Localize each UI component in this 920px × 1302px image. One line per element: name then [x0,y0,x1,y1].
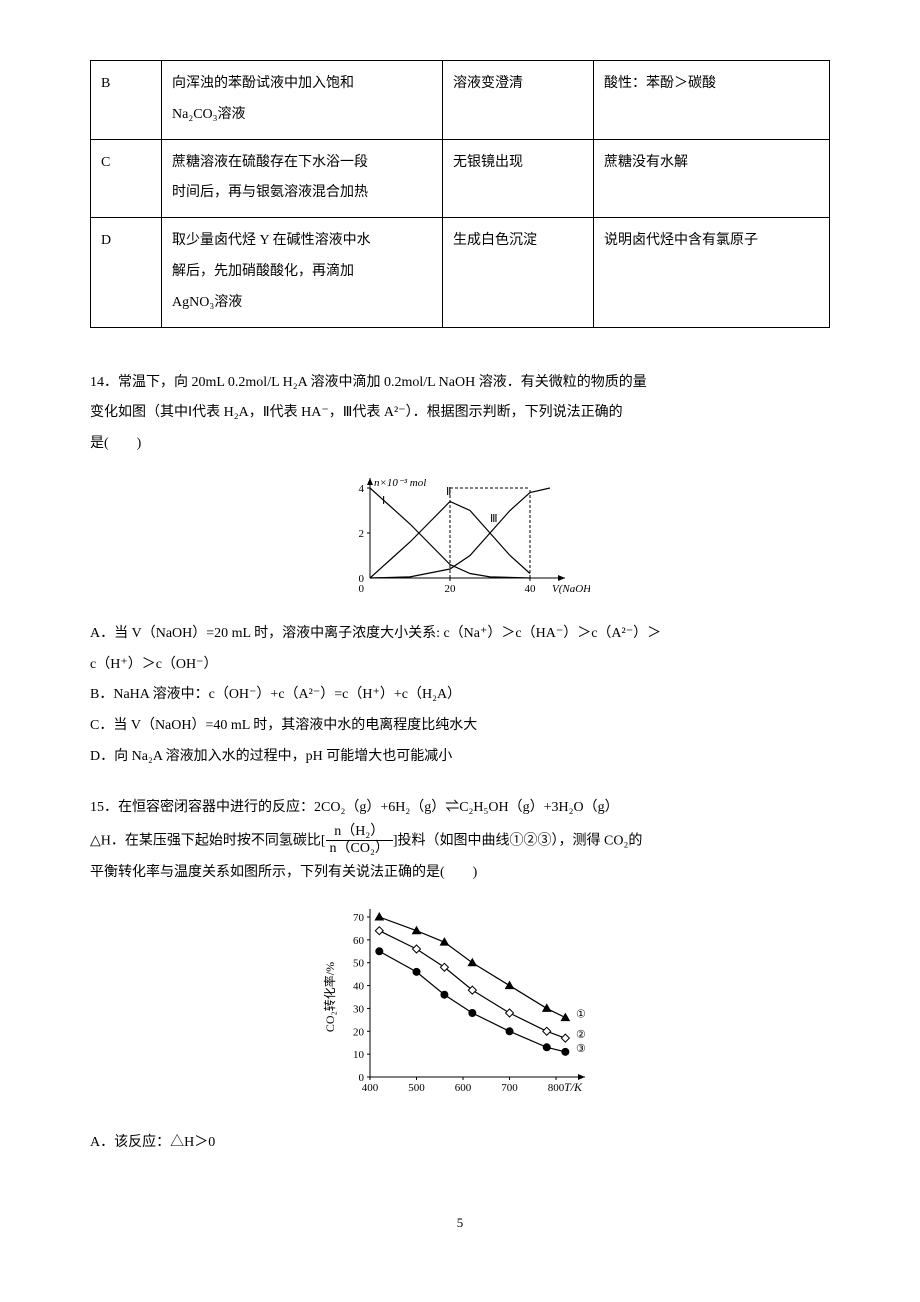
svg-text:10: 10 [353,1049,365,1061]
row-conclusion: 说明卤代烃中含有氯原子 [594,218,830,327]
svg-text:30: 30 [353,1003,365,1015]
svg-text:n×10⁻³ mol: n×10⁻³ mol [374,477,426,489]
row-operation: 向浑浊的苯酚试液中加入饱和 Na₂CO₃溶液 [162,61,443,140]
q15-chart-svg: 010203040506070400500600700800CO₂转化率/%T/… [310,897,610,1107]
q14-chart: 02402040ⅠⅡⅢn×10⁻³ molV(NaOH) [90,468,830,611]
question-14: 14．常温下，向 20mL 0.2mol/L H₂A 溶液中滴加 0.2mol/… [90,368,830,773]
q14-stem-line: 14．常温下，向 20mL 0.2mol/L H₂A 溶液中滴加 0.2mol/… [90,368,830,399]
svg-text:T/K: T/K [564,1080,583,1094]
q15-stem-post: ]投料（如图中曲线①②③），测得 CO₂的 [393,833,643,848]
q14-option-c: C．当 V（NaOH）=40 mL 时，其溶液中水的电离程度比纯水大 [90,711,830,742]
page-number: 5 [90,1209,830,1238]
row-label: C [91,139,162,218]
row-conclusion: 酸性：苯酚＞碳酸 [594,61,830,140]
svg-text:V(NaOH): V(NaOH) [552,583,590,595]
svg-text:60: 60 [353,935,365,947]
fraction-numerator: n（H₂） [326,824,393,842]
svg-text:20: 20 [445,583,457,595]
svg-text:40: 40 [525,583,537,595]
svg-text:①: ① [576,1009,586,1021]
svg-text:700: 700 [501,1082,518,1094]
svg-text:2: 2 [359,528,365,540]
q14-option-d: D．向 Na₂A 溶液加入水的过程中，pH 可能增大也可能减小 [90,742,830,773]
svg-text:Ⅱ: Ⅱ [446,486,451,498]
table-row: D 取少量卤代烃 Y 在碱性溶液中水 解后，先加硝酸酸化，再滴加 AgNO₃溶液… [91,218,830,327]
q15-option-a: A．该反应：△H＞0 [90,1128,830,1159]
svg-text:50: 50 [353,958,365,970]
row-operation: 取少量卤代烃 Y 在碱性溶液中水 解后，先加硝酸酸化，再滴加 AgNO₃溶液 [162,218,443,327]
svg-text:4: 4 [359,483,365,495]
svg-text:70: 70 [353,912,365,924]
q14-stem-line: 变化如图（其中Ⅰ代表 H₂A，Ⅱ代表 HA⁻，Ⅲ代表 A²⁻）．根据图示判断，下… [90,398,830,429]
row-phenomenon: 无银镜出现 [443,139,594,218]
q15-stem-pre: △H．在某压强下起始时按不同氢碳比[ [90,833,326,848]
row-conclusion: 蔗糖没有水解 [594,139,830,218]
q14-option-a: A．当 V（NaOH）=20 mL 时，溶液中离子浓度大小关系: c（Na⁺）＞… [90,619,830,650]
svg-text:CO₂转化率/%: CO₂转化率/% [322,962,337,1032]
svg-text:500: 500 [408,1082,425,1094]
svg-text:②: ② [576,1029,586,1041]
q15-chart: 010203040506070400500600700800CO₂转化率/%T/… [90,897,830,1120]
q14-option-a2: c（H⁺）＞c（OH⁻） [90,650,830,681]
q15-stem-line: △H．在某压强下起始时按不同氢碳比[n（H₂）n（CO₂）]投料（如图中曲线①②… [90,824,830,859]
row-label: D [91,218,162,327]
svg-text:600: 600 [455,1082,472,1094]
row-operation: 蔗糖溶液在硫酸存在下水浴一段 时间后，再与银氨溶液混合加热 [162,139,443,218]
fraction: n（H₂）n（CO₂） [326,824,393,859]
row-phenomenon: 生成白色沉淀 [443,218,594,327]
q15-stem-line: 15．在恒容密闭容器中进行的反应：2CO₂（g）+6H₂（g）⇌C₂H₅OH（g… [90,793,830,824]
svg-text:Ⅰ: Ⅰ [382,495,385,507]
q14-chart-svg: 02402040ⅠⅡⅢn×10⁻³ molV(NaOH) [330,468,590,598]
row-phenomenon: 溶液变澄清 [443,61,594,140]
table-row: B 向浑浊的苯酚试液中加入饱和 Na₂CO₃溶液 溶液变澄清 酸性：苯酚＞碳酸 [91,61,830,140]
row-label: B [91,61,162,140]
svg-text:400: 400 [362,1082,379,1094]
table-row: C 蔗糖溶液在硫酸存在下水浴一段 时间后，再与银氨溶液混合加热 无银镜出现 蔗糖… [91,139,830,218]
q14-stem-line: 是( ) [90,429,830,460]
svg-text:800: 800 [548,1082,565,1094]
svg-text:③: ③ [576,1043,586,1055]
fraction-denominator: n（CO₂） [326,841,393,858]
svg-text:20: 20 [353,1026,365,1038]
q15-stem-line: 平衡转化率与温度关系如图所示，下列有关说法正确的是( ) [90,858,830,889]
svg-text:Ⅲ: Ⅲ [490,513,498,525]
svg-text:40: 40 [353,981,365,993]
svg-text:0: 0 [359,583,365,595]
experiment-table: B 向浑浊的苯酚试液中加入饱和 Na₂CO₃溶液 溶液变澄清 酸性：苯酚＞碳酸 … [90,60,830,328]
question-15: 15．在恒容密闭容器中进行的反应：2CO₂（g）+6H₂（g）⇌C₂H₅OH（g… [90,793,830,1159]
q14-option-b: B．NaHA 溶液中：c（OH⁻）+c（A²⁻）=c（H⁺）+c（H₂A） [90,680,830,711]
